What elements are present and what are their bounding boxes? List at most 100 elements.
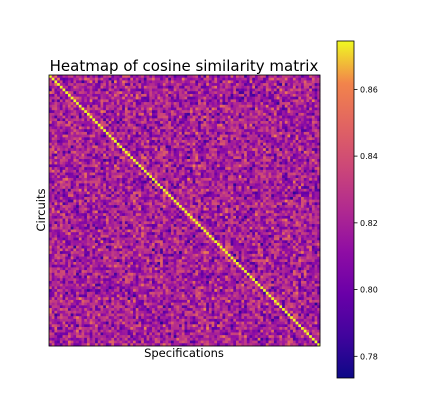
heatmap-cell: [295, 205, 299, 209]
heatmap-cell: [141, 118, 145, 122]
heatmap-cell: [122, 140, 126, 144]
heatmap-cell: [100, 96, 104, 100]
heatmap-cell: [192, 85, 196, 89]
heatmap-cell: [214, 207, 218, 211]
heatmap-cell: [268, 99, 272, 103]
heatmap-cell: [225, 115, 229, 119]
heatmap-cell: [214, 126, 218, 130]
heatmap-cell: [287, 131, 291, 135]
heatmap-cell: [309, 191, 313, 195]
heatmap-cell: [208, 172, 212, 176]
heatmap-cell: [271, 196, 275, 201]
heatmap-cell: [200, 123, 204, 127]
heatmap-cell: [65, 99, 69, 103]
heatmap-cell: [303, 205, 307, 209]
heatmap-cell: [170, 88, 175, 92]
heatmap-cell: [189, 161, 193, 165]
heatmap-cell: [292, 107, 296, 111]
heatmap-cell: [227, 172, 231, 176]
heatmap-cell: [130, 91, 134, 95]
heatmap-cell: [282, 110, 286, 114]
heatmap-cell: [130, 104, 134, 108]
heatmap-cell: [265, 183, 269, 187]
heatmap-cell: [73, 159, 77, 163]
heatmap-cell: [303, 150, 307, 154]
heatmap-cell: [130, 134, 134, 138]
heatmap-cell: [76, 112, 80, 116]
heatmap-cell: [133, 118, 137, 122]
heatmap-cell: [254, 85, 259, 89]
heatmap-cell: [70, 129, 74, 133]
heatmap-cell: [119, 107, 123, 111]
heatmap-cell: [108, 205, 112, 209]
heatmap-cell: [211, 121, 215, 125]
heatmap-cell: [203, 115, 207, 119]
heatmap-cell: [141, 167, 145, 171]
heatmap-cell: [108, 83, 112, 87]
heatmap-cell: [76, 205, 80, 209]
heatmap-cell: [138, 80, 142, 84]
heatmap-cell: [73, 104, 77, 108]
heatmap-cell: [314, 191, 318, 195]
heatmap-cell: [249, 188, 253, 192]
heatmap-cell: [206, 175, 210, 179]
heatmap-cell: [141, 126, 145, 130]
heatmap-cell: [252, 102, 256, 106]
heatmap-cell: [127, 196, 131, 201]
heatmap-cell: [184, 188, 188, 192]
heatmap-cell: [249, 159, 253, 163]
heatmap-cell: [309, 137, 313, 141]
heatmap-cell: [54, 134, 58, 138]
heatmap-cell: [246, 110, 250, 114]
heatmap-cell: [157, 91, 161, 95]
heatmap-cell: [67, 107, 72, 111]
heatmap-cell: [49, 83, 53, 87]
heatmap-cell: [238, 126, 242, 130]
heatmap-cell: [217, 115, 221, 119]
heatmap-cell: [59, 107, 63, 111]
heatmap-cell: [149, 199, 153, 203]
heatmap-cell: [271, 205, 275, 209]
heatmap-cell: [84, 131, 88, 135]
heatmap-cell: [252, 161, 256, 165]
heatmap-cell: [151, 118, 156, 122]
heatmap-cell: [116, 153, 120, 157]
heatmap-cell: [265, 177, 269, 182]
heatmap-cell: [124, 91, 128, 95]
heatmap-cell: [249, 186, 253, 190]
heatmap-cell: [57, 153, 61, 157]
heatmap-cell: [176, 110, 180, 114]
heatmap-cell: [311, 104, 315, 108]
heatmap-cell: [249, 91, 253, 95]
heatmap-cell: [252, 110, 256, 114]
heatmap-cell: [314, 159, 318, 163]
heatmap-cell: [252, 115, 256, 119]
heatmap-cell: [100, 186, 104, 190]
heatmap-cell: [78, 83, 82, 87]
heatmap-cell: [292, 129, 296, 133]
heatmap-cell: [138, 183, 142, 187]
heatmap-cell: [198, 129, 202, 133]
heatmap-cell: [273, 191, 277, 195]
heatmap-cell: [295, 102, 299, 106]
heatmap-cell: [57, 134, 61, 138]
heatmap-cell: [184, 145, 188, 149]
heatmap-cell: [78, 199, 82, 203]
heatmap-cell: [303, 107, 307, 111]
heatmap-cell: [162, 99, 166, 103]
heatmap-cell: [162, 164, 166, 168]
heatmap-cell: [116, 156, 120, 160]
heatmap-cell: [103, 129, 107, 133]
heatmap-cell: [143, 183, 147, 187]
heatmap-cell: [271, 186, 275, 190]
heatmap-cell: [76, 80, 80, 84]
heatmap-cell: [176, 77, 180, 81]
heatmap-cell: [67, 137, 72, 141]
heatmap-cell: [146, 180, 150, 184]
heatmap-cell: [227, 159, 231, 163]
heatmap-cell: [268, 88, 272, 92]
heatmap-cell: [282, 93, 286, 98]
heatmap-cell: [114, 159, 118, 163]
heatmap-cell: [187, 156, 191, 160]
heatmap-cell: [306, 129, 310, 133]
